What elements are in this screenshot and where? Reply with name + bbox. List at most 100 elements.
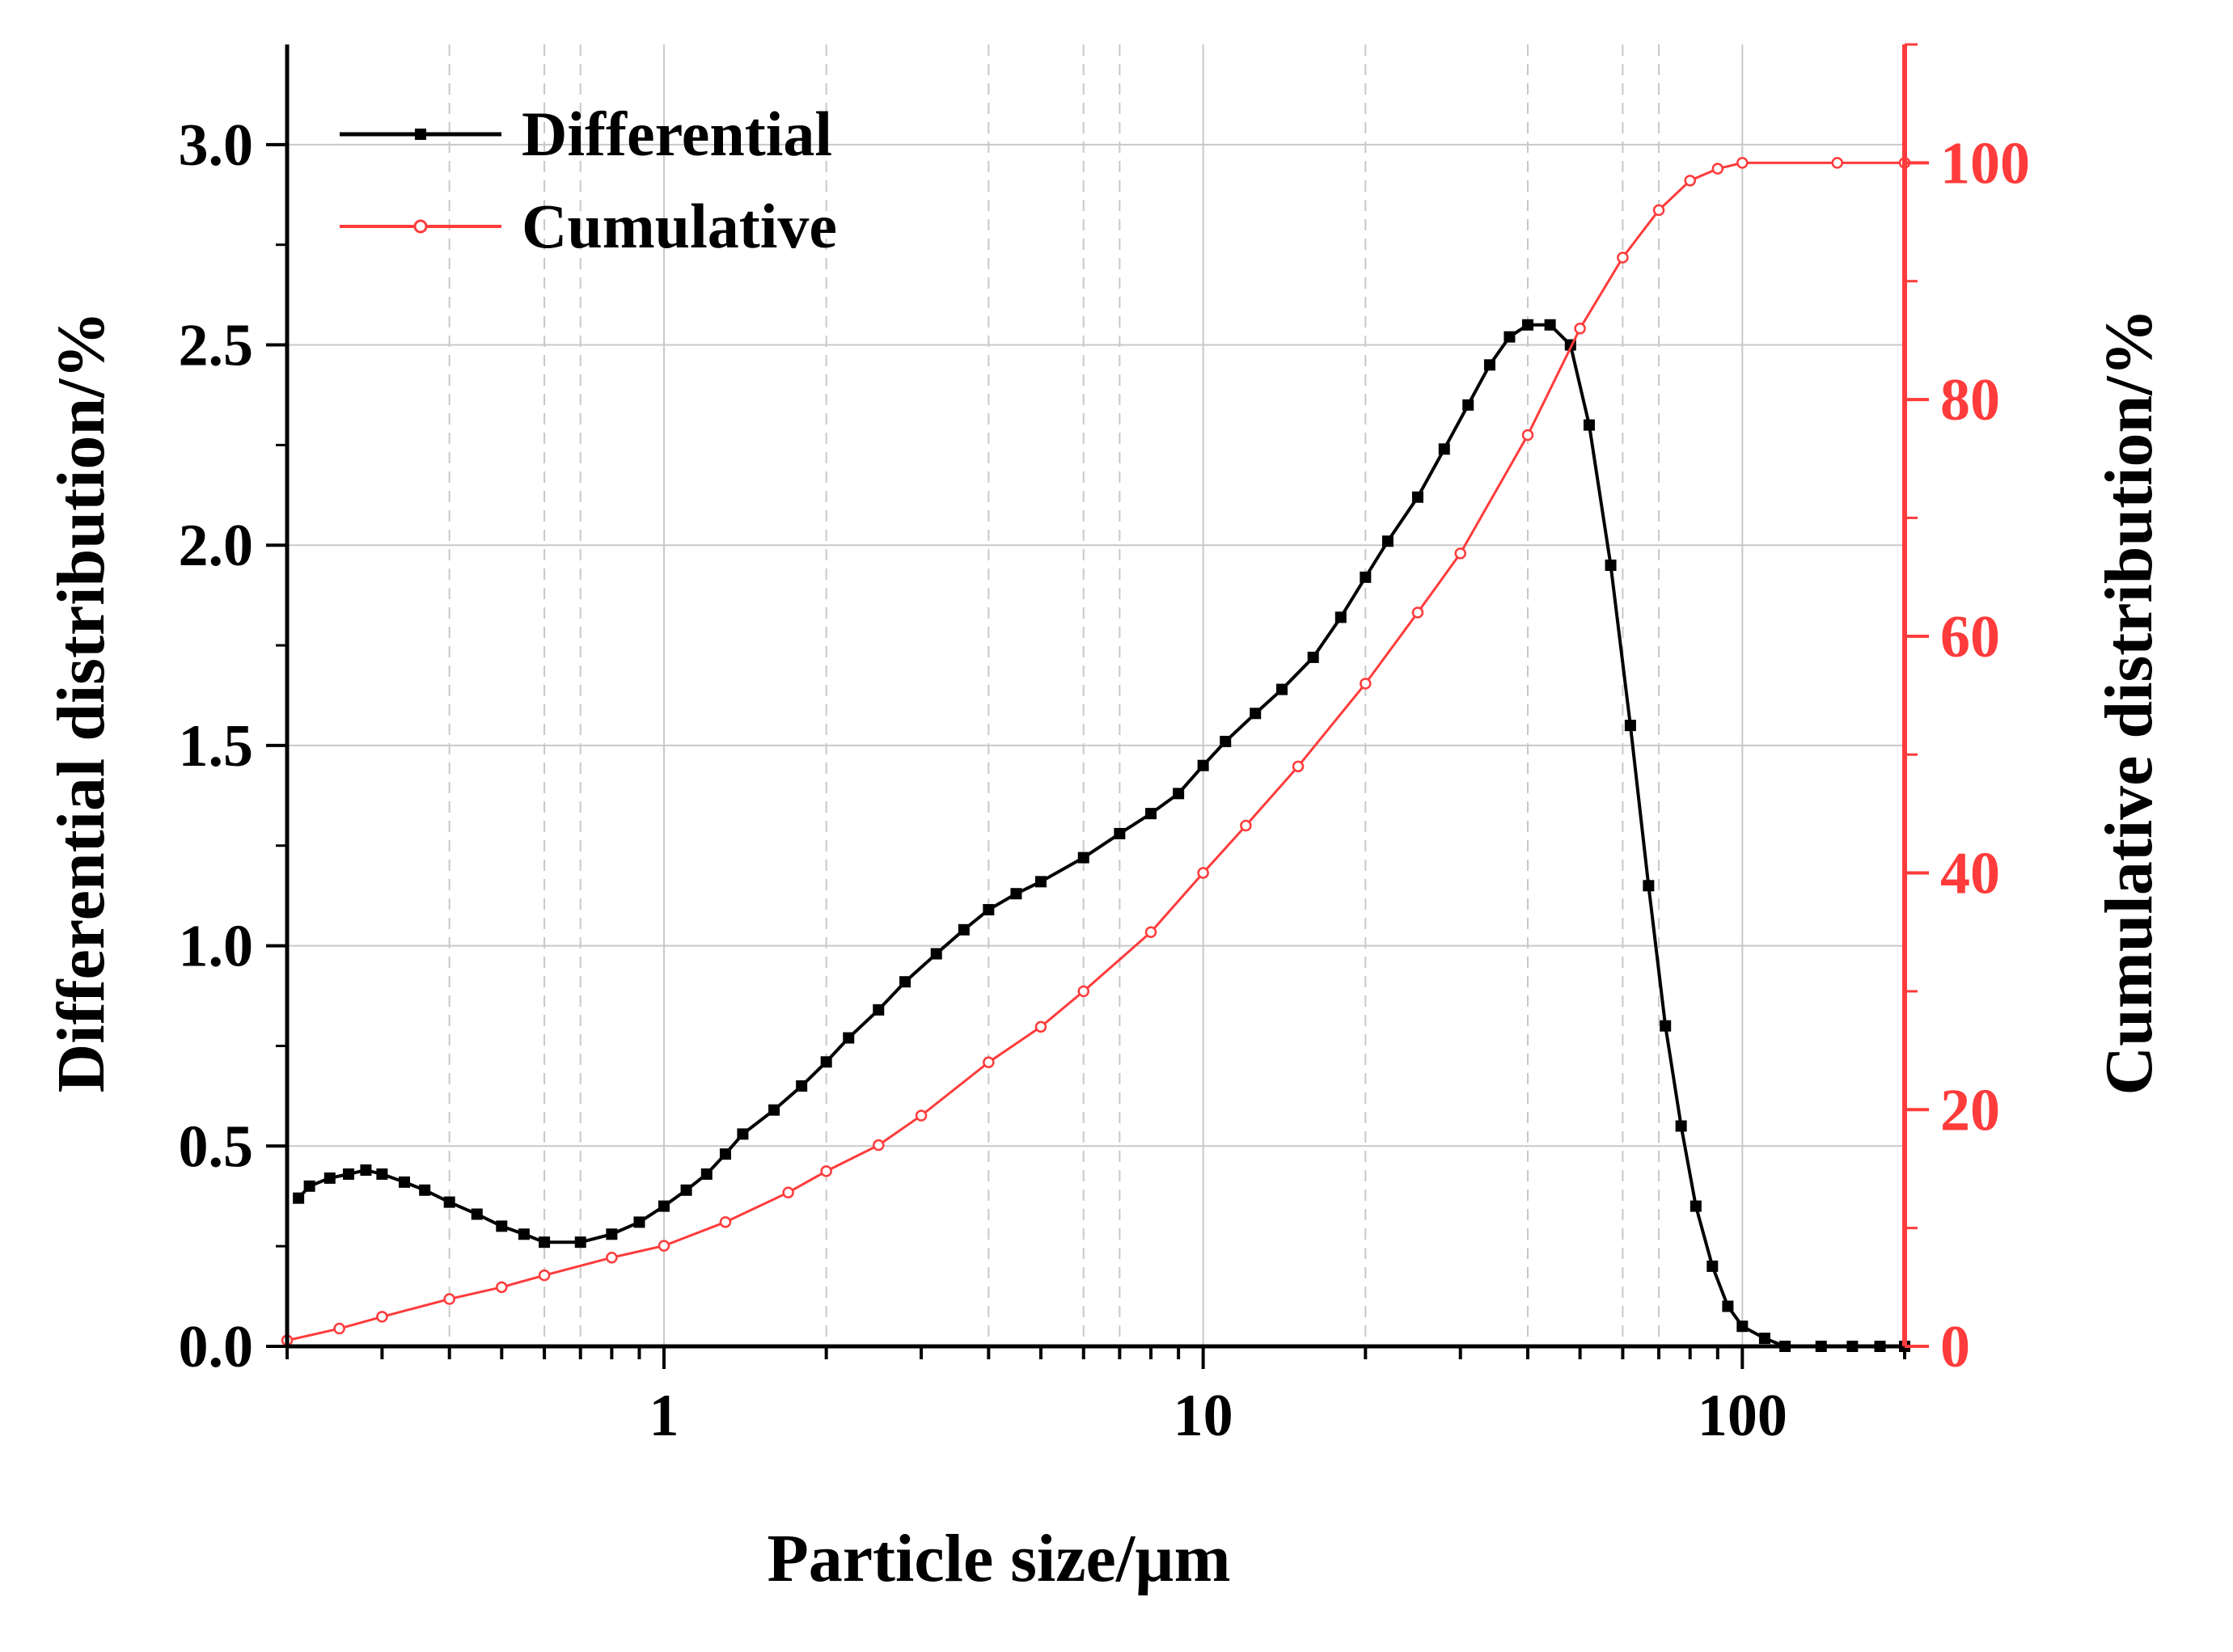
- data-point-differential: [1483, 359, 1495, 371]
- data-point-cumulative: [873, 1139, 885, 1151]
- data-point-differential: [719, 1148, 731, 1160]
- data-point-cumulative: [1652, 204, 1665, 217]
- data-point-differential: [1360, 571, 1372, 583]
- data-point-differential: [1438, 443, 1450, 455]
- data-point-differential: [1276, 683, 1288, 695]
- data-point-differential: [1034, 876, 1047, 888]
- data-point-differential: [1544, 319, 1556, 331]
- data-point-differential: [1690, 1200, 1702, 1212]
- data-point-cumulative: [1197, 867, 1209, 879]
- y2-tick-label: 100: [1940, 130, 2030, 196]
- y-tick-label: 1.0: [179, 914, 254, 980]
- x-tick-label: 100: [1698, 1383, 1787, 1449]
- legend-label-differential: Differential: [522, 99, 832, 169]
- ticks: 1 10 100 0.0 0.5 1.0 1.5 2.0 2.5 3.0 0 20 40 60 80 100: [179, 43, 2030, 1449]
- data-point-differential: [342, 1168, 354, 1180]
- x-tick-label: 10: [1174, 1383, 1233, 1449]
- data-point-differential: [899, 976, 911, 988]
- data-point-differential: [1077, 851, 1089, 864]
- data-point-cumulative: [782, 1186, 794, 1198]
- data-point-differential: [700, 1168, 713, 1180]
- data-point-differential: [443, 1196, 455, 1208]
- data-point-differential: [398, 1176, 410, 1188]
- data-point-differential: [1758, 1333, 1770, 1345]
- y2-tick-label: 0: [1940, 1314, 1970, 1380]
- data-point-differential: [1334, 611, 1347, 623]
- data-point-differential: [983, 904, 995, 916]
- data-point-differential: [843, 1032, 855, 1044]
- legend-marker-cumulative: [413, 219, 428, 234]
- data-point-differential: [1675, 1120, 1687, 1132]
- data-point-differential: [1173, 788, 1185, 800]
- data-point-differential: [293, 1192, 305, 1204]
- y-tick-label: 1.5: [179, 713, 254, 780]
- legend-item-differential: Differential: [340, 99, 832, 169]
- data-point-differential: [1411, 491, 1423, 503]
- grid: [287, 44, 1905, 1346]
- data-point-differential: [574, 1236, 586, 1249]
- data-point-cumulative: [658, 1240, 670, 1252]
- data-point-cumulative: [1034, 1020, 1047, 1033]
- data-point-differential: [1381, 535, 1394, 547]
- data-point-cumulative: [1617, 251, 1629, 264]
- y2-tick-label: 40: [1940, 841, 2000, 907]
- data-point-differential: [419, 1184, 431, 1196]
- y2-tick-label: 20: [1940, 1077, 2000, 1143]
- y-tick-label: 3.0: [179, 112, 254, 179]
- series-line-differential: [297, 323, 1905, 1348]
- x-tick-label: 1: [649, 1383, 679, 1449]
- data-point-differential: [360, 1164, 372, 1177]
- data-point-cumulative: [1521, 429, 1534, 442]
- data-point-cumulative: [1454, 547, 1466, 560]
- data-point-differential: [376, 1168, 388, 1180]
- data-point-differential: [1624, 720, 1636, 732]
- data-point-differential: [1220, 735, 1232, 747]
- data-point-cumulative: [983, 1056, 995, 1068]
- data-point-differential: [1197, 759, 1209, 771]
- data-point-cumulative: [820, 1165, 832, 1177]
- data-point-cumulative: [1077, 985, 1089, 998]
- data-point-differential: [303, 1180, 315, 1192]
- data-point-cumulative: [1574, 323, 1586, 335]
- y-tick-label: 2.5: [179, 313, 254, 379]
- data-point-differential: [496, 1220, 508, 1232]
- data-point-differential: [1660, 1020, 1672, 1032]
- data-point-differential: [1145, 808, 1157, 820]
- data-point-differential: [768, 1104, 780, 1116]
- data-point-differential: [1583, 419, 1595, 431]
- data-point-cumulative: [1360, 678, 1372, 690]
- data-point-differential: [680, 1184, 692, 1196]
- data-point-differential: [1736, 1320, 1749, 1333]
- data-point-differential: [1010, 888, 1022, 900]
- data-point-cumulative: [719, 1216, 732, 1228]
- data-point-cumulative: [1684, 175, 1696, 187]
- y-axis-title: Differential distribution/%: [44, 311, 119, 1093]
- data-point-differential: [518, 1228, 530, 1240]
- data-point-cumulative: [1144, 926, 1157, 938]
- data-point-differential: [471, 1208, 483, 1220]
- data-point-cumulative: [1831, 157, 1843, 169]
- data-point-cumulative: [376, 1311, 388, 1323]
- data-point-cumulative: [1411, 606, 1424, 619]
- y2-tick-label: 80: [1940, 367, 2000, 433]
- y2-tick-label: 60: [1940, 604, 2000, 670]
- series-line-cumulative: [286, 161, 1905, 1342]
- data-point-cumulative: [1711, 163, 1724, 175]
- y-tick-label: 0.5: [179, 1113, 254, 1180]
- legend-label-cumulative: Cumulative: [522, 191, 837, 261]
- data-point-cumulative: [606, 1251, 618, 1264]
- data-point-differential: [958, 923, 970, 936]
- legend-item-cumulative: Cumulative: [340, 191, 837, 261]
- data-point-differential: [796, 1080, 808, 1092]
- data-point-cumulative: [915, 1109, 928, 1122]
- data-point-differential: [873, 1003, 885, 1016]
- data-point-differential: [1462, 399, 1474, 411]
- y2-axis-title: Cumulative distribution/%: [2091, 308, 2167, 1095]
- data-point-differential: [737, 1128, 749, 1140]
- data-point-cumulative: [1736, 157, 1749, 169]
- data-point-differential: [1722, 1300, 1734, 1312]
- data-point-differential: [1250, 708, 1262, 720]
- data-point-differential: [633, 1216, 645, 1228]
- data-point-differential: [1503, 331, 1516, 343]
